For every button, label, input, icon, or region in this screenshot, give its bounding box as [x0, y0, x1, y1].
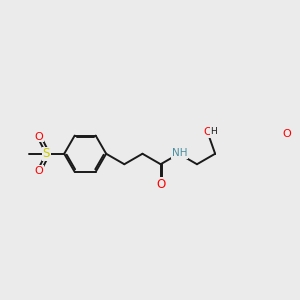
- Text: O: O: [282, 130, 291, 140]
- Text: H: H: [210, 127, 217, 136]
- Text: O: O: [34, 166, 43, 176]
- Text: S: S: [43, 147, 50, 160]
- Text: O: O: [34, 132, 43, 142]
- Text: O: O: [204, 127, 212, 137]
- Text: NH: NH: [172, 148, 187, 158]
- Text: O: O: [156, 178, 165, 191]
